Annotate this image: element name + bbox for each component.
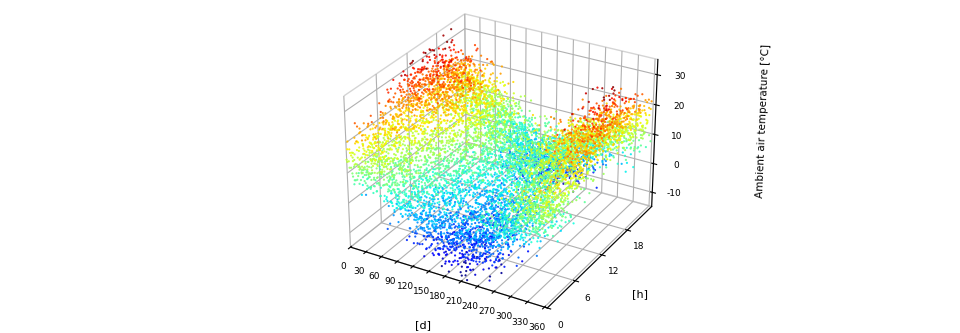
X-axis label: [d]: [d]	[416, 320, 431, 330]
Y-axis label: [h]: [h]	[632, 289, 647, 299]
